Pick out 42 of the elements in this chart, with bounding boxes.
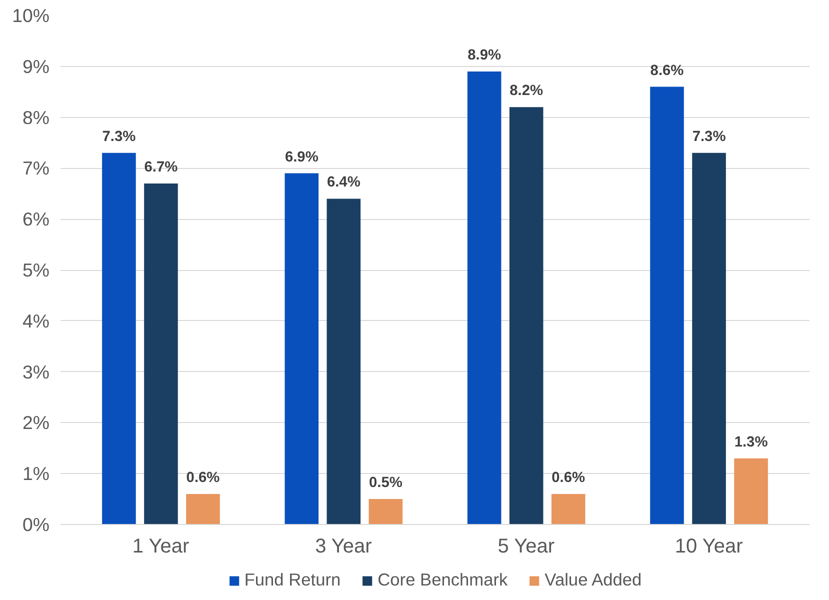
x-tick-label: 10 Year — [674, 536, 744, 558]
bar — [284, 173, 319, 524]
y-tick-label: 1% — [22, 463, 50, 484]
bar — [467, 71, 502, 524]
bar — [144, 183, 178, 524]
legend-label: Value Added — [544, 570, 642, 590]
data-label: 8.2% — [510, 83, 544, 100]
bar — [368, 499, 403, 524]
y-tick-label: 6% — [22, 208, 50, 230]
bar — [692, 152, 726, 524]
data-label: 6.7% — [144, 159, 178, 176]
data-label: 6.9% — [284, 149, 318, 166]
y-tick-label: 9% — [22, 56, 50, 77]
y-tick-label: 8% — [22, 106, 50, 128]
data-label: 8.6% — [650, 62, 684, 79]
bar — [102, 152, 136, 524]
data-label: 0.5% — [368, 475, 402, 492]
x-tick-label: 1 Year — [132, 536, 190, 558]
data-label: 7.3% — [102, 128, 136, 145]
data-label: 8.9% — [468, 47, 502, 64]
data-label: 7.3% — [692, 128, 726, 145]
data-label: 1.3% — [734, 434, 768, 450]
x-tick-label: 5 Year — [498, 536, 555, 558]
bar — [650, 86, 684, 524]
legend-label: Fund Return — [244, 570, 341, 590]
data-label: 6.4% — [326, 174, 360, 191]
bar — [186, 494, 220, 524]
y-tick-label: 7% — [22, 158, 50, 179]
y-tick-label: 3% — [22, 361, 50, 382]
y-tick-label: 4% — [22, 310, 50, 332]
y-tick-label: 0% — [22, 514, 50, 535]
y-tick-label: 2% — [22, 412, 50, 434]
x-tick-label: 3 Year — [315, 536, 372, 558]
y-tick-label: 10% — [12, 5, 50, 26]
legend-label: Core Benchmark — [378, 570, 508, 590]
data-label: 0.6% — [552, 470, 586, 486]
bar — [509, 107, 544, 524]
data-label: 0.6% — [186, 470, 220, 486]
bar — [551, 494, 586, 524]
bar — [734, 458, 768, 524]
y-tick-label: 5% — [22, 260, 50, 280]
bar — [326, 198, 361, 524]
